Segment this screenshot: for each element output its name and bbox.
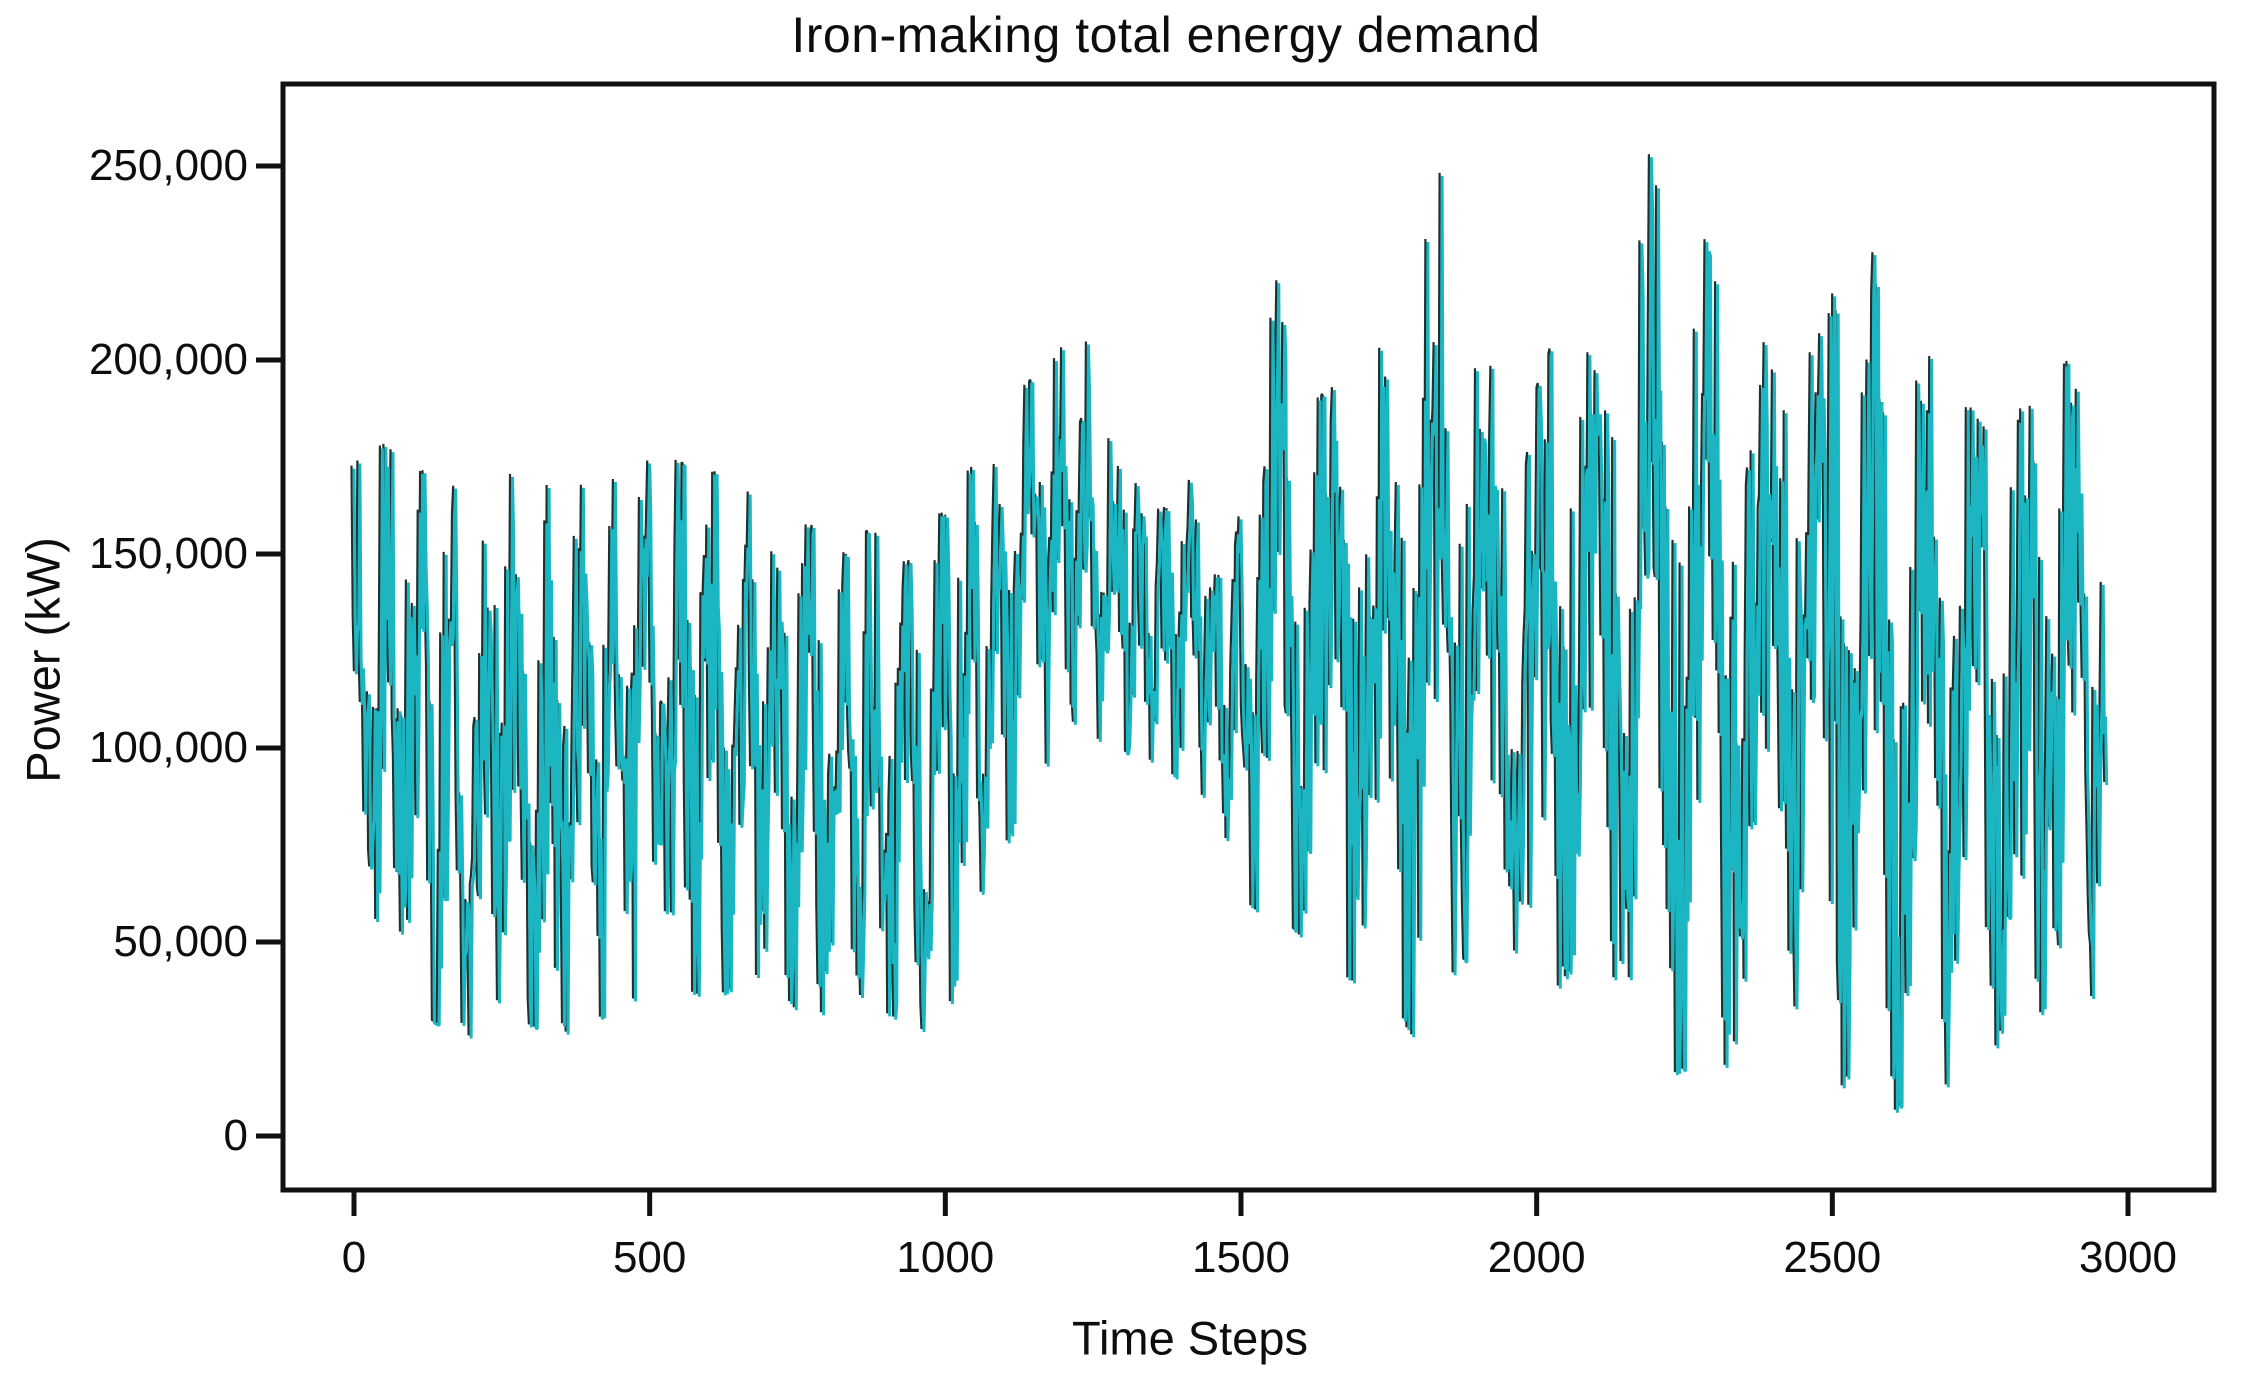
x-tick-label: 2000 (1487, 1233, 1586, 1282)
x-tick-label: 1500 (1192, 1233, 1290, 1282)
x-axis-label: Time Steps (1072, 1311, 1308, 1365)
x-tick-label: 500 (612, 1233, 687, 1282)
y-tick-label: 100,000 (88, 723, 248, 772)
y-tick-label: 250,000 (88, 141, 248, 190)
y-tick-label: 0 (223, 1111, 248, 1160)
x-tick-label: 1000 (896, 1233, 995, 1282)
x-tick-label: 3000 (2079, 1233, 2177, 1282)
y-tick-label: 50,000 (113, 917, 248, 966)
y-tick-label: 150,000 (88, 529, 248, 578)
plot-frame (280, 81, 2217, 1193)
x-tick-label: 0 (341, 1233, 367, 1282)
chart-title: Iron-making total energy demand (791, 7, 1541, 63)
x-tick-label: 2500 (1783, 1233, 1882, 1282)
series-layer (350, 154, 2109, 1113)
series-line (352, 157, 2109, 1113)
y-tick-label: 200,000 (88, 335, 248, 384)
